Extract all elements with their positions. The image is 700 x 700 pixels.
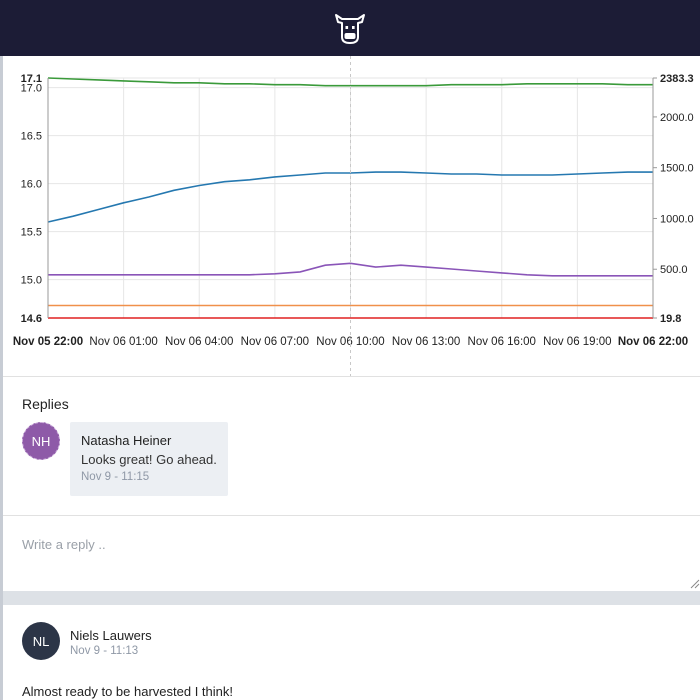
chart-grid bbox=[47, 77, 654, 319]
x-tick-label: Nov 06 19:00 bbox=[543, 336, 611, 348]
avatar-initials: NL bbox=[32, 633, 50, 649]
y-right-tick-label: 1500.0 bbox=[660, 163, 694, 175]
y-right-tick-label: 2000.0 bbox=[660, 112, 694, 124]
y-left-tick-label: 16.5 bbox=[21, 131, 42, 143]
avatar[interactable]: NL bbox=[22, 622, 60, 660]
x-tick-label: Nov 06 07:00 bbox=[241, 336, 309, 348]
y-right-tick-label: 1000.0 bbox=[660, 213, 694, 225]
post-text: Almost ready to be harvested I think! bbox=[22, 684, 233, 699]
post-author: Niels Lauwers bbox=[70, 628, 152, 643]
y-right-tick-label: 2383.3 bbox=[660, 73, 694, 85]
avatar[interactable]: NH bbox=[22, 422, 60, 460]
reply-divider bbox=[3, 515, 700, 516]
chart-axes: Nov 05 22:00 Nov 06 01:00 Nov 06 04:00 Nov … bbox=[13, 56, 694, 376]
reply-bubble: Natasha Heiner Looks great! Go ahead. No… bbox=[70, 422, 228, 496]
y-right-tick-label: 19.8 bbox=[660, 313, 681, 325]
x-tick-label: Nov 06 10:00 bbox=[316, 336, 384, 348]
x-tick-label: Nov 06 01:00 bbox=[89, 336, 157, 348]
post-timestamp: Nov 9 - 11:13 bbox=[70, 645, 139, 657]
top-navigation-bar bbox=[0, 0, 700, 56]
y-left-tick-label: 17.0 bbox=[21, 83, 42, 95]
chart-svg: Nov 05 22:00 Nov 06 01:00 Nov 06 04:00 Nov … bbox=[13, 56, 694, 376]
x-tick-label: Nov 06 16:00 bbox=[468, 336, 536, 348]
reply-timestamp: Nov 9 - 11:15 bbox=[81, 471, 150, 483]
y-left-tick-label: 15.5 bbox=[21, 227, 42, 239]
x-tick-label: Nov 05 22:00 bbox=[13, 336, 83, 348]
y-left-tick-label: 14.6 bbox=[21, 313, 42, 325]
post-card: Nov 05 22:00 Nov 06 01:00 Nov 06 04:00 Nov … bbox=[3, 56, 700, 591]
x-tick-label: Nov 06 04:00 bbox=[165, 336, 233, 348]
replies-heading: Replies bbox=[22, 396, 69, 412]
x-tick-label: Nov 06 22:00 bbox=[618, 336, 688, 348]
sensor-chart[interactable]: Nov 05 22:00 Nov 06 01:00 Nov 06 04:00 Nov … bbox=[3, 56, 700, 376]
y-left-tick-label: 15.0 bbox=[21, 275, 42, 287]
y-right-tick-label: 500.0 bbox=[660, 264, 688, 276]
post-item: NL Niels Lauwers Nov 9 - 11:13 Almost re… bbox=[3, 605, 700, 700]
left-edge-line bbox=[0, 56, 3, 700]
series-line-2 bbox=[48, 262, 653, 277]
reply-author: Natasha Heiner bbox=[81, 433, 172, 448]
series-line-0 bbox=[47, 77, 653, 87]
y-left-tick-label: 17.1 bbox=[21, 73, 42, 85]
avatar-initials: NH bbox=[31, 433, 51, 449]
y-left-tick-label: 16.0 bbox=[21, 179, 42, 191]
cow-head-icon[interactable] bbox=[331, 10, 369, 46]
chart-series bbox=[47, 77, 653, 319]
reply-text: Looks great! Go ahead. bbox=[81, 452, 217, 467]
resize-handle-icon[interactable] bbox=[690, 579, 700, 589]
chart-divider bbox=[3, 376, 700, 377]
reply-input[interactable] bbox=[3, 517, 700, 591]
x-tick-label: Nov 06 13:00 bbox=[392, 336, 460, 348]
